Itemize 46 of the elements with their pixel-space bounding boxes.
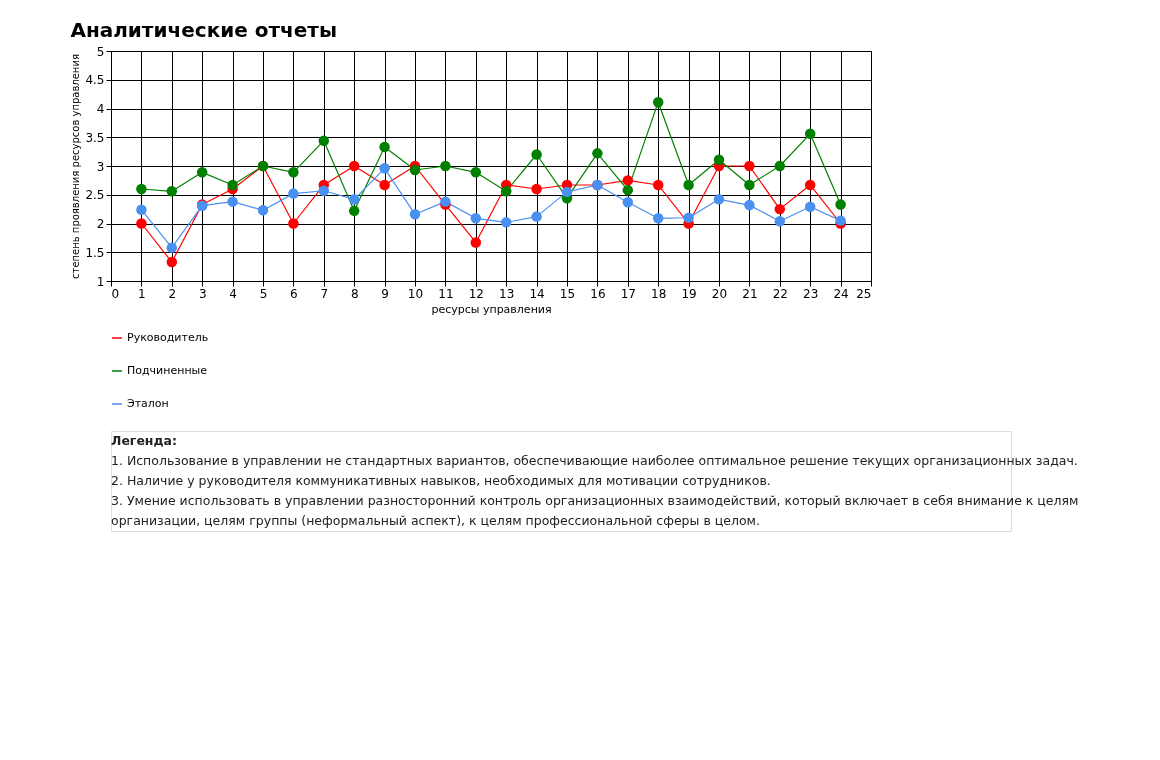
legend-label: Подчиненные: [127, 364, 208, 377]
x-tick-label: 22: [772, 286, 788, 301]
x-tick-label: 1: [138, 286, 146, 301]
x-tick-label: 11: [438, 286, 454, 301]
x-tick-label: 21: [742, 286, 758, 301]
x-tick-label: 13: [499, 286, 515, 301]
chart-title: Аналитические отчеты: [70, 17, 338, 42]
x-tick-label: 12: [468, 286, 484, 301]
x-tick-label: 6: [290, 286, 298, 301]
text: 3. Умение использовать в управлении разносторонний контроль организационных взаимодействий, который включает в себя внимание к целям: [111, 493, 1079, 508]
legend-label: Руководитель: [127, 331, 209, 344]
y-tick-label: 3.5: [85, 130, 105, 145]
y-tick-label: 3: [96, 159, 105, 174]
x-tick-label: 16: [590, 286, 606, 301]
text: организации, целям группы (неформальный аспект), к целям профессиональной сферы в целом.: [111, 513, 760, 528]
x-tick-label: 7: [320, 286, 329, 301]
y-tick-label: 1: [96, 274, 105, 289]
x-tick-label: 9: [381, 286, 389, 301]
x-tick-label: 3: [198, 286, 207, 301]
x-tick-label: 17: [620, 286, 636, 301]
x-tick-label: 25: [856, 286, 872, 301]
x-tick-label: 0: [111, 286, 120, 301]
text: 2. Наличие у руководителя коммуникативных навыков, необходимых для мотивации сотрудников.: [111, 473, 771, 488]
y-tick-label: 1.5: [85, 245, 105, 260]
text: Легенда:: [111, 433, 178, 448]
x-tick-label: 20: [711, 286, 728, 301]
y-tick-label: 4.5: [85, 73, 105, 88]
x-tick-label: 8: [350, 286, 359, 301]
x-tick-label: 15: [559, 286, 576, 301]
x-tick-label: 10: [407, 286, 424, 301]
legend-label: Эталон: [127, 397, 169, 410]
y-tick-label: 2.5: [85, 188, 105, 203]
x-tick-label: 14: [529, 286, 545, 301]
x-tick-label: 18: [651, 286, 667, 301]
x-tick-label: 5: [259, 286, 268, 301]
x-tick-label: 19: [681, 286, 697, 301]
text: 1. Использование в управлении не стандартных вариантов, обеспечивающие наиболее оптимальное решение текущих организационных задач.: [111, 453, 1078, 468]
y-tick-label: 4: [96, 102, 105, 116]
y-tick-label: 2: [96, 217, 105, 231]
y-tick-label: 5: [96, 44, 105, 59]
x-tick-label: 24: [833, 286, 849, 301]
x-tick-label: 23: [803, 286, 819, 301]
x-tick-label: 4: [229, 286, 237, 301]
y-axis-title: степень проявления ресурсов управления: [70, 54, 82, 279]
x-tick-label: 2: [168, 286, 177, 301]
x-axis-title: ресурсы управления: [431, 302, 552, 316]
